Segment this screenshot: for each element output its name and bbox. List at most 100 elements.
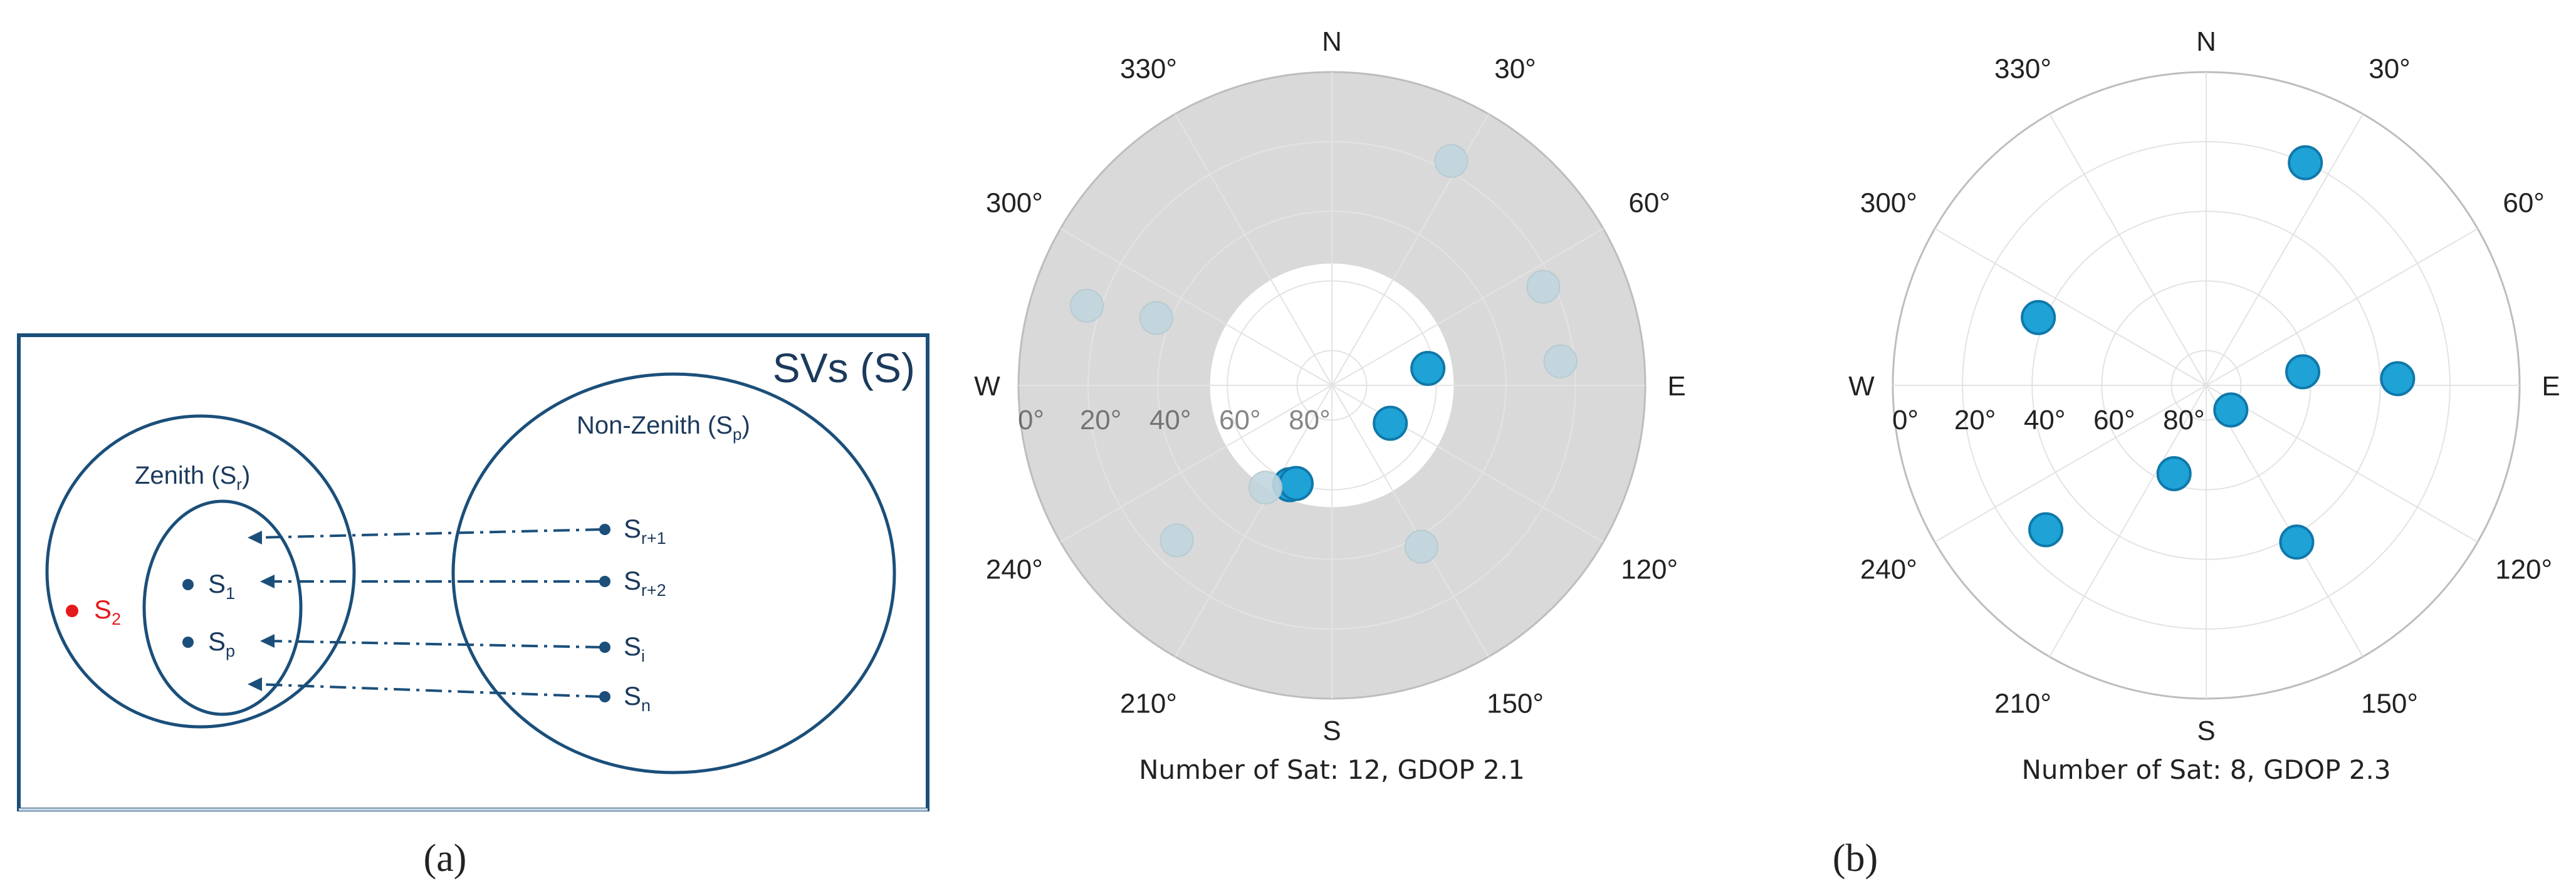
- elevation-tick-label: 0°: [1018, 405, 1044, 435]
- azimuth-spoke: [1060, 228, 1333, 386]
- azimuth-spoke: [1331, 385, 1604, 543]
- satellite-marker-used: [2156, 456, 2192, 491]
- arrow-head: [248, 531, 262, 544]
- satellite-marker-masked: [1434, 143, 1469, 178]
- inner-item-label: Sp: [208, 627, 235, 660]
- outer-item-label: Sr+1: [624, 514, 666, 548]
- azimuth-spoke: [1934, 228, 2207, 386]
- selected-subset-circle: [142, 499, 303, 716]
- azimuth-spoke: [2049, 385, 2207, 657]
- elevation-tick-label: 0°: [1892, 405, 1919, 435]
- azimuth-tick-label: 300°: [1860, 188, 1917, 219]
- arrow-heads: [248, 531, 275, 691]
- elevation-tick-label: 80°: [2163, 405, 2205, 435]
- azimuth-tick-label: 210°: [1994, 689, 2051, 719]
- satellite-marker-masked: [1404, 529, 1438, 564]
- elevation-tick-label: 20°: [1080, 405, 1122, 435]
- azimuth-tick-label: 30°: [2369, 53, 2411, 84]
- azimuth-spoke: [2206, 385, 2364, 657]
- cardinal-label-E: E: [1667, 371, 1685, 402]
- azimuth-spoke: [1331, 385, 1489, 657]
- cardinal-label-N: N: [1322, 26, 1342, 57]
- satellite-marker-masked: [1160, 523, 1194, 558]
- azimuth-spoke: [1175, 385, 1333, 657]
- skyplot-caption: Number of Sat: 8, GDOP 2.3: [2021, 754, 2390, 785]
- azimuth-spoke: [1331, 228, 1604, 386]
- arrow-head: [260, 575, 275, 588]
- skyplot-masked: N E S W 30° 60° 120° 150° 210° 240° 300° 330° 0° 20° 4…: [974, 26, 1685, 785]
- azimuth-tick-label: 150°: [1487, 689, 1544, 719]
- mapping-arrows: [256, 528, 602, 698]
- satellite-marker-masked: [1526, 269, 1561, 304]
- azimuth-spoke: [1934, 385, 2207, 543]
- set-universe-title: SVs (S): [773, 345, 915, 391]
- satellite-marker-used: [2380, 361, 2416, 397]
- azimuth-spoke: [2206, 385, 2478, 543]
- azimuth-spoke: [1175, 113, 1333, 386]
- satellite-marker-used: [2213, 392, 2249, 428]
- diagram-frame: [17, 333, 929, 811]
- satellite-marker-masked: [1139, 301, 1173, 335]
- azimuth-tick-label: 60°: [2503, 188, 2545, 219]
- skyplot-unmasked: N E S W 30° 60° 120° 150° 210° 240° 300° 330° 0° 20° 4…: [1848, 26, 2560, 785]
- elevation-tick-label: 40°: [2024, 405, 2066, 435]
- outer-item-label: Sr+2: [624, 566, 666, 600]
- outer-item-label: Si: [624, 632, 645, 665]
- satellite-marker-used: [1278, 466, 1314, 501]
- elevation-tick-label: 40°: [1149, 405, 1191, 435]
- venn-diagram: SVs (S) Zenith (Sr) Non-Zenith (Sp) S2 S…: [17, 333, 929, 811]
- satellite-marker-used: [1410, 350, 1446, 386]
- elevation-tick-label: 60°: [1219, 405, 1261, 435]
- azimuth-tick-label: 120°: [1621, 555, 1678, 585]
- outer-item-label: Sn: [624, 681, 651, 715]
- azimuth-tick-label: 30°: [1494, 53, 1536, 84]
- azimuth-spoke: [2206, 113, 2364, 386]
- azimuth-tick-label: 240°: [986, 555, 1043, 585]
- outer-item-dot: [599, 524, 610, 535]
- azimuth-tick-label: 210°: [1120, 689, 1177, 719]
- panel-label-b: (b): [1833, 837, 1878, 880]
- nonzenith-set-label: Non-Zenith (Sp): [577, 412, 750, 444]
- inner-item-label: S1: [208, 569, 235, 603]
- satellite-marker-used: [2028, 512, 2064, 548]
- satellite-marker-masked: [1249, 471, 1283, 505]
- cardinal-label-N: N: [2196, 26, 2216, 57]
- azimuth-tick-label: 330°: [1120, 53, 1177, 84]
- outlier-dot: [66, 605, 78, 617]
- outer-item-dot: [599, 691, 610, 702]
- cardinal-label-W: W: [974, 371, 1000, 402]
- mapping-arrow: [256, 528, 602, 539]
- outlier-label: S2: [94, 595, 121, 628]
- zenith-set-label: Zenith (Sr): [135, 462, 250, 494]
- zenith-set-circle: [45, 414, 356, 729]
- nonzenith-set-circle: [451, 372, 896, 774]
- mapping-arrow: [256, 683, 602, 698]
- azimuth-tick-label: 60°: [1628, 188, 1670, 219]
- azimuth-tick-label: 240°: [1860, 555, 1917, 585]
- elevation-tick-label: 60°: [2093, 405, 2135, 435]
- cardinal-label-W: W: [1848, 371, 1875, 402]
- elevation-tick-label: 20°: [1954, 405, 1996, 435]
- azimuth-spoke: [2049, 113, 2207, 386]
- panel-label-a: (a): [424, 837, 467, 880]
- satellite-marker-masked: [1070, 288, 1104, 323]
- elevation-tick-label: 80°: [1289, 405, 1331, 435]
- arrow-head: [248, 677, 262, 691]
- satellite-marker-used: [2279, 524, 2315, 560]
- outer-item-dot: [599, 576, 610, 587]
- cardinal-label-E: E: [2542, 371, 2560, 402]
- satellite-marker-masked: [1543, 344, 1578, 378]
- outer-item-dot: [599, 642, 610, 653]
- azimuth-tick-label: 300°: [986, 188, 1043, 219]
- satellite-marker-used: [2021, 300, 2056, 335]
- azimuth-spoke: [1060, 385, 1333, 543]
- azimuth-tick-label: 120°: [2495, 555, 2552, 585]
- azimuth-spoke: [2206, 228, 2478, 386]
- inner-item-dot: [182, 579, 194, 590]
- cardinal-label-S: S: [1322, 716, 1341, 746]
- satellite-marker-used: [2285, 354, 2321, 390]
- cardinal-label-S: S: [2197, 716, 2215, 746]
- satellite-marker-used: [2288, 145, 2323, 180]
- mapping-arrow: [269, 640, 602, 649]
